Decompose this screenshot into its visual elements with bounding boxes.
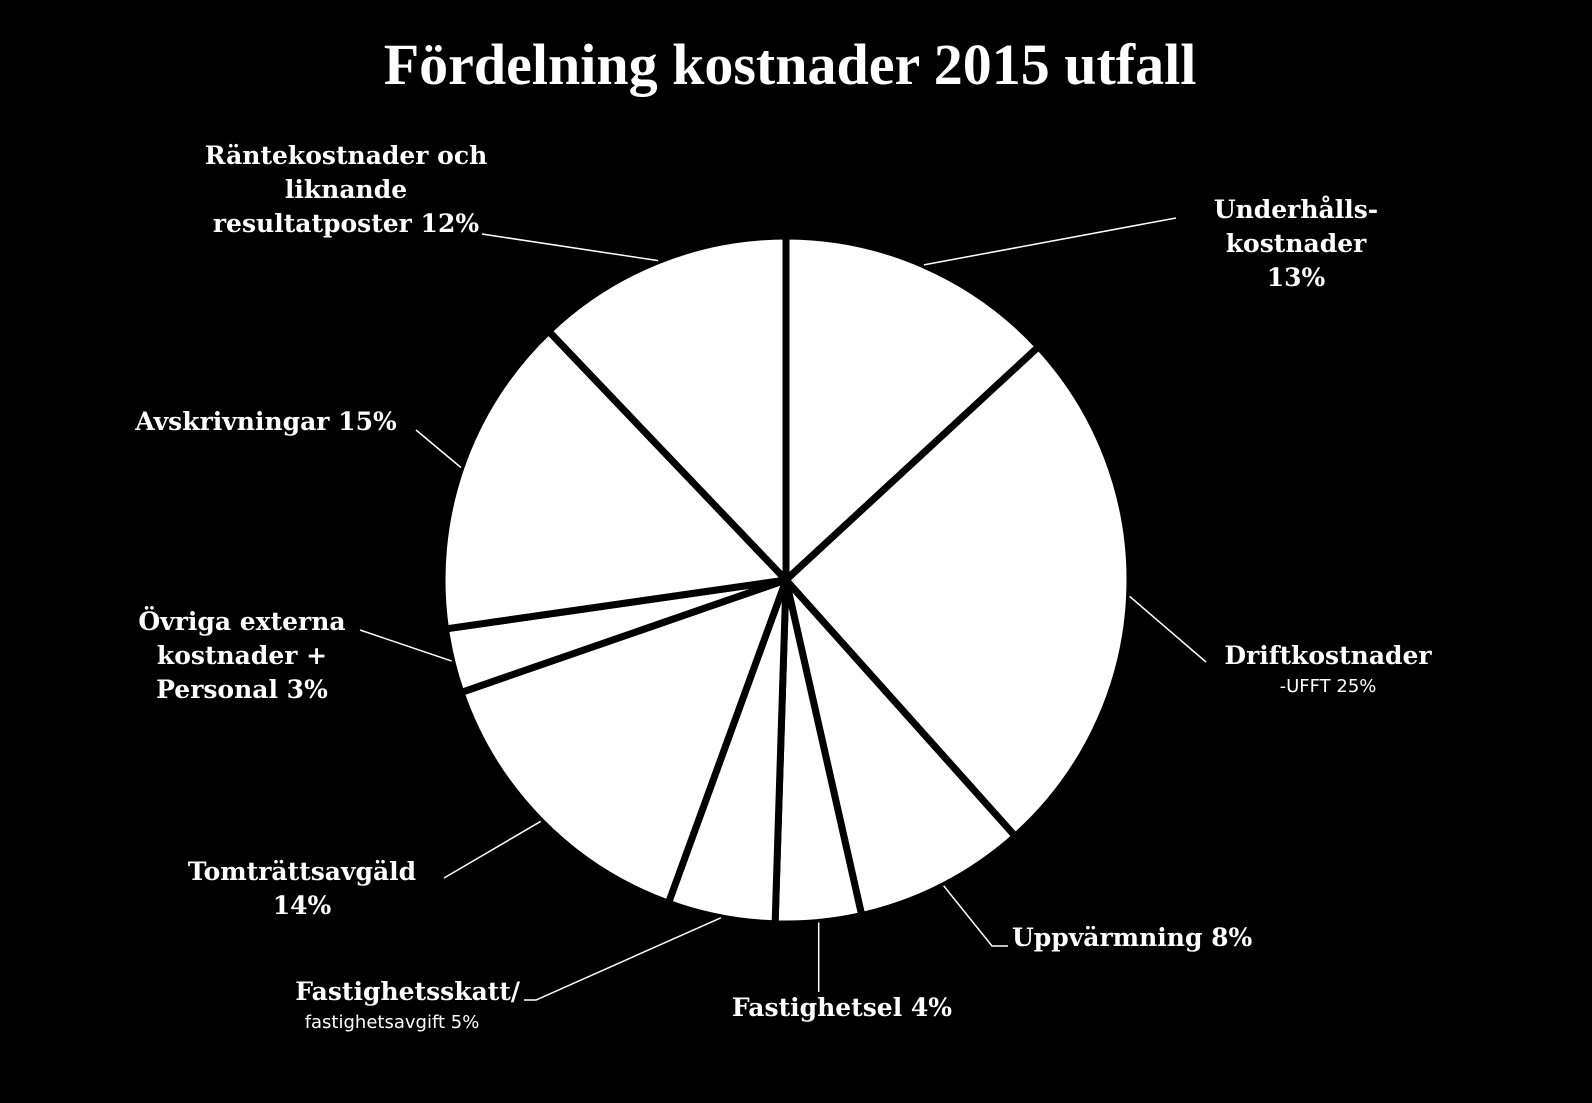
slice-label: Fastighetsskatt/	[295, 977, 521, 1006]
slice-label: Driftkostnader	[1224, 641, 1432, 670]
slice-label: Tomträttsavgäld 14%	[188, 857, 416, 920]
leader-line	[943, 885, 1008, 947]
slice-label: Avskrivningar 15%	[134, 407, 397, 436]
leader-line	[524, 917, 722, 1001]
leader-line	[443, 820, 542, 879]
leader-line	[415, 429, 462, 469]
slice-label: Räntekostnader och liknande resultatposter…	[205, 141, 488, 238]
slice-label: Övriga externa kostnader + Personal 3%	[138, 607, 345, 704]
leader-line	[481, 233, 659, 262]
pie-slice	[782, 232, 1043, 584]
pie-slices	[438, 232, 1134, 928]
slice-label: Underhålls-kostnader 13%	[1214, 195, 1378, 292]
leader-line	[923, 217, 1177, 266]
chart-title: Fördelning kostnader 2015 utfall	[384, 32, 1197, 97]
leader-lines	[359, 217, 1207, 1001]
slice-label: Fastighetsel 4%	[732, 993, 952, 1022]
slice-sublabel: -UFFT 25%	[1280, 676, 1377, 697]
pie-slice	[545, 232, 790, 584]
slice-sublabel: fastighetsavgift 5%	[305, 1012, 480, 1033]
pie-slice	[457, 576, 790, 907]
leader-line	[359, 629, 452, 662]
slice-label: Uppvärmning 8%	[1012, 923, 1253, 952]
slice-labels: Underhålls-kostnader 13% Driftkostnader -UF…	[134, 141, 1432, 1033]
leader-line	[1129, 595, 1207, 663]
